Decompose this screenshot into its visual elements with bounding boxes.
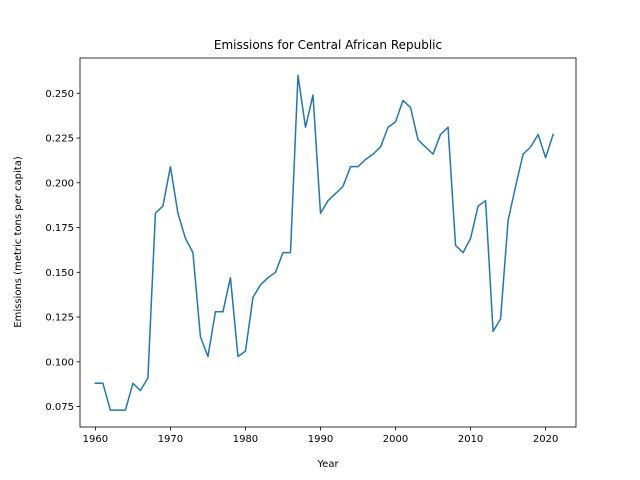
x-axis-ticks: 1960 1970 1980 1990 2000 2010 2020 [83,427,558,445]
plot-background [80,58,576,427]
y-tick-label: 0.150 [45,268,74,279]
y-tick-label: 0.200 [45,178,74,189]
x-tick-label: 1970 [158,434,183,445]
y-tick-label: 0.125 [45,313,74,324]
y-tick-label: 0.250 [45,89,74,100]
x-axis-label: Year [316,459,339,470]
x-tick-label: 1960 [83,434,108,445]
x-tick-label: 1980 [233,434,258,445]
y-axis-label: Emissions (metric tons per capita) [13,156,24,328]
y-tick-label: 0.225 [45,134,74,145]
x-tick-label: 2020 [533,434,558,445]
y-tick-label: 0.175 [45,223,74,234]
series-line [94,74,555,411]
x-tick-label: 2000 [383,434,408,445]
chart-title: Emissions for Central African Republic [214,38,442,52]
y-axis-ticks: 0.075 0.100 0.125 0.150 0.175 0.200 0.225 0.250 [45,89,80,413]
y-tick-label: 0.100 [45,357,74,368]
plot-frame [79,57,577,428]
series-layer [94,74,555,411]
y-tick-label: 0.075 [45,402,74,413]
x-tick-label: 2010 [458,434,483,445]
x-tick-label: 1990 [308,434,333,445]
